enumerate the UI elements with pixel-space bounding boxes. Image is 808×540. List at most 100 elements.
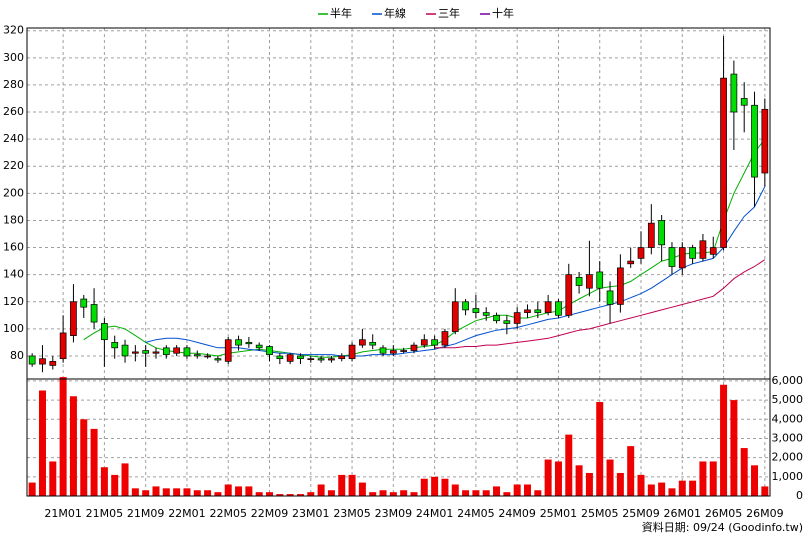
volume-bar [338,474,346,496]
candle-body [266,346,273,355]
candle-body [720,77,727,248]
candle-body [524,309,531,313]
volume-bar [80,419,88,496]
candle-body [59,332,67,360]
volume-bar [606,459,614,496]
volume-bar [616,472,624,496]
volume-bar [358,482,366,496]
candle-body [596,271,604,289]
candle-body [245,342,253,345]
x-tick-label: 24M09 [498,507,536,520]
volume-bar [204,490,212,496]
candle-body [740,98,748,106]
volume-bar [637,474,645,496]
volume-bar [173,488,181,496]
legend-label: 半年 [330,6,352,20]
candle-body [338,355,346,360]
candle-body [709,247,717,255]
x-tick-label: 22M09 [251,507,289,520]
candle-body [513,312,521,324]
candle-body [49,361,57,366]
y2-tick-label: 0 [796,489,803,502]
volume-bar [730,400,738,496]
candle-body [544,301,552,313]
volume-bar [420,478,428,496]
volume-bar [503,492,511,496]
volume-bar [544,459,552,496]
candle-body [317,358,325,361]
volume-bar [523,484,531,496]
candle-body [658,220,665,246]
volume-bar [565,434,573,496]
volume-bar [214,492,222,496]
candle-body [647,222,655,248]
volume-bar [389,492,397,496]
candle-body [193,354,201,357]
volume-bar [410,492,418,496]
candle-body [493,314,500,322]
ma-line [145,186,766,357]
candle-body [441,331,449,346]
candle-body [431,339,438,346]
candle-body [699,240,707,259]
candle-body [152,351,160,354]
volume-bar [193,490,201,496]
x-tick-label: 25M09 [622,507,660,520]
volume-bar [131,488,139,496]
candle-body [307,358,315,361]
candle-body [730,73,738,113]
legend-label: 三年 [438,6,460,20]
x-tick-label: 26M01 [664,507,702,520]
candle-body [328,358,335,361]
candle-body [121,344,129,357]
candle-body [359,339,366,346]
x-tick-label: 24M01 [416,507,454,520]
candle-body [555,301,562,316]
candle-body [132,351,139,354]
volume-bar [431,476,439,496]
y-tick-label: 320 [3,24,24,37]
volume-bar [627,446,635,496]
candle-body [389,350,397,354]
candle-body [276,355,284,360]
candle-body [451,301,459,332]
legend-label: 十年 [492,6,514,20]
candle-body [668,247,676,267]
volume-bar [720,384,728,496]
volume-bar [327,490,335,496]
volume-bar [472,490,480,496]
volume-bar [575,465,583,496]
y-tick-label: 220 [3,159,24,172]
x-tick-label: 22M05 [209,507,247,520]
volume-bar [296,494,304,496]
candle-body [255,344,263,349]
volume-bar [235,486,243,496]
volume-bar [647,484,655,496]
volume-bar [121,463,129,496]
legend-label: 年線 [384,6,406,20]
volume-bar [142,490,150,496]
candle-body [482,312,490,316]
y-tick-label: 280 [3,78,24,91]
volume-bar [400,490,408,496]
x-tick-label: 24M05 [457,507,495,520]
volume-bar [183,488,191,496]
candle-body [204,355,211,358]
volume-bar [441,478,449,496]
x-tick-label: 23M01 [292,507,330,520]
y-tick-label: 200 [3,186,24,199]
volume-bar [751,465,759,496]
x-tick-label: 26M05 [705,507,743,520]
x-tick-label: 21M01 [44,507,82,520]
volume-bar [152,486,160,496]
volume-frame [26,378,771,497]
y-tick-label: 120 [3,295,24,308]
volume-bar [709,461,717,496]
x-tick-label: 23M09 [375,507,413,520]
volume-bar [286,494,294,496]
y-tick-label: 100 [3,322,24,335]
y-tick-label: 300 [3,51,24,64]
candle-body [534,309,542,313]
x-tick-label: 21M09 [127,507,165,520]
volume-bar [28,482,36,496]
